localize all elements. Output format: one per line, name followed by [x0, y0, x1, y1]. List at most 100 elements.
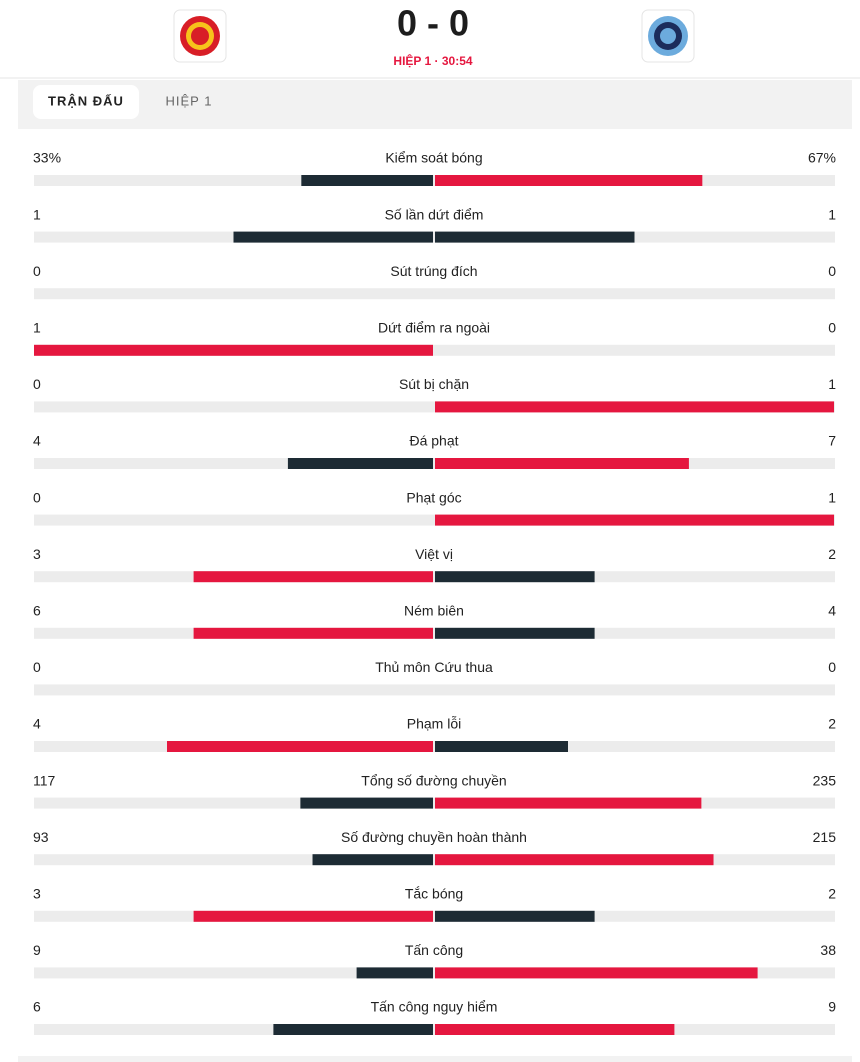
tab-active-bg[interactable]	[33, 85, 139, 119]
stat-label: Tấn công	[405, 942, 463, 958]
away-value: 1	[828, 376, 836, 392]
bar-track	[34, 514, 835, 526]
bar-track	[34, 231, 835, 243]
match-status: HIỆP 1 · 30:54	[393, 53, 472, 68]
stat-label: Ném biên	[404, 603, 464, 619]
away-bar	[435, 910, 595, 922]
stat-label: Tổng số đường chuyền	[361, 772, 506, 788]
home-value: 4	[33, 433, 41, 449]
home-bar	[193, 910, 433, 922]
stat-label: Phạm lỗi	[407, 716, 461, 732]
away-bar	[435, 741, 568, 752]
bar-track	[34, 741, 835, 752]
tab[interactable]: TRẬN ĐẤU	[48, 93, 124, 108]
bar-track	[34, 344, 835, 356]
away-bar	[435, 571, 595, 583]
away-value: 67%	[808, 150, 836, 166]
bar-track	[34, 458, 835, 469]
away-value: 0	[828, 320, 836, 336]
stat-label: Thủ môn Cứu thua	[375, 659, 493, 675]
home-bar	[300, 797, 433, 809]
bar-track	[34, 175, 835, 186]
stat-label: Phạt góc	[406, 489, 461, 505]
home-value: 6	[33, 603, 41, 619]
away-value: 9	[828, 999, 836, 1015]
away-bar	[435, 458, 689, 469]
score: 0 - 0	[397, 3, 469, 44]
home-bar	[356, 967, 433, 979]
away-value: 2	[828, 716, 836, 732]
home-value: 3	[33, 546, 41, 562]
away-value: 2	[828, 546, 836, 562]
home-value: 0	[33, 489, 41, 505]
home-bar	[287, 458, 433, 469]
tab[interactable]: HIỆP 1	[166, 93, 213, 108]
away-bar	[435, 797, 702, 809]
home-value: 0	[33, 376, 41, 392]
home-bar	[193, 571, 433, 583]
stat-label: Sút bị chặn	[399, 376, 469, 392]
away-bar	[435, 401, 834, 413]
stat-label: Đá phạt	[409, 433, 458, 449]
away-bar	[435, 627, 595, 639]
stat-label: Số lần dứt điểm	[385, 206, 484, 222]
stat-label: Số đường chuyền hoàn thành	[341, 829, 527, 845]
away-value: 7	[828, 433, 836, 449]
away-bar	[435, 1024, 675, 1035]
stat-label: Tắc bóng	[405, 886, 463, 902]
stat-label: Sút trúng đích	[390, 263, 477, 279]
bar-track	[34, 401, 835, 413]
home-value: 117	[33, 772, 56, 788]
away-value: 1	[828, 489, 836, 505]
bar-track	[34, 684, 835, 696]
home-value: 6	[33, 999, 41, 1015]
header-bg	[0, 0, 860, 78]
away-value: 0	[828, 263, 836, 279]
home-bar	[34, 344, 433, 356]
tabs-bar	[18, 80, 852, 129]
home-bar	[193, 627, 433, 639]
away-value: 2	[828, 886, 836, 902]
away-bar	[435, 231, 635, 243]
away-value: 38	[820, 942, 836, 958]
footer-bar	[18, 1056, 852, 1062]
home-value: 3	[33, 886, 41, 902]
away-value: 235	[813, 772, 837, 788]
away-value: 4	[828, 603, 836, 619]
bar-track	[34, 288, 835, 300]
bar-track	[34, 1024, 835, 1035]
away-logo	[641, 9, 695, 63]
away-value: 215	[813, 829, 837, 845]
bar-track	[34, 967, 835, 979]
stat-label: Dứt điểm ra ngoài	[378, 320, 490, 336]
home-value: 1	[33, 206, 41, 222]
bar-track	[34, 797, 835, 809]
bar-track	[34, 854, 835, 866]
home-bar	[167, 741, 433, 752]
bar-track	[34, 627, 835, 639]
stat-label: Kiểm soát bóng	[385, 150, 482, 166]
home-value: 1	[33, 320, 41, 336]
home-bar	[301, 175, 433, 186]
home-bar	[233, 231, 433, 243]
away-value: 1	[828, 206, 836, 222]
home-logo	[173, 9, 227, 63]
home-value: 0	[33, 263, 41, 279]
bar-track	[34, 910, 835, 922]
home-bar	[312, 854, 433, 866]
away-bar	[435, 967, 758, 979]
stat-label: Tấn công nguy hiểm	[371, 999, 498, 1015]
home-value: 9	[33, 942, 41, 958]
home-value: 0	[33, 659, 41, 675]
home-value: 4	[33, 716, 41, 732]
home-value: 93	[33, 829, 49, 845]
away-value: 0	[828, 659, 836, 675]
stat-label: Việt vị	[415, 546, 453, 562]
away-bar	[435, 854, 714, 866]
home-value: 33%	[33, 150, 61, 166]
away-bar	[435, 514, 834, 526]
away-bar	[435, 175, 703, 186]
home-bar	[273, 1024, 433, 1035]
bar-track	[34, 571, 835, 583]
